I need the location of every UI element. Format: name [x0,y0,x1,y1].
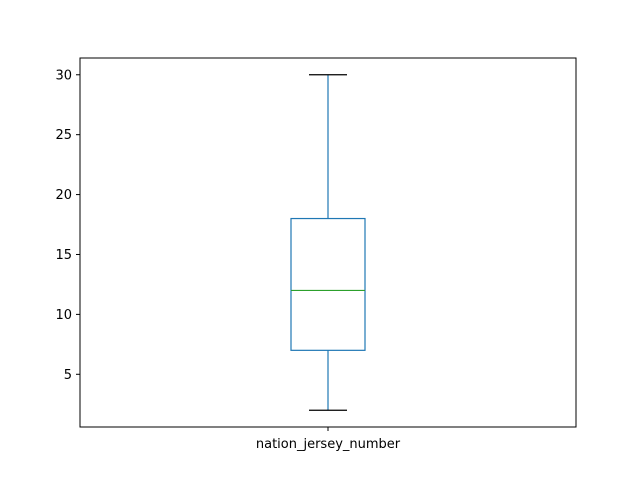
y-tick-label: 30 [55,68,72,83]
plot-frame [79,57,577,428]
y-tick-label: 10 [55,308,72,323]
y-tick-label: 15 [55,248,72,263]
box-marks [290,74,366,411]
y-axis: 5 10 15 20 25 30 [55,68,80,383]
x-tick-label: nation_jersey_number [256,437,401,452]
y-tick-label: 25 [55,128,72,143]
y-tick-label: 5 [64,368,72,383]
x-axis: nation_jersey_number [256,427,401,452]
y-tick-label: 20 [55,188,72,203]
